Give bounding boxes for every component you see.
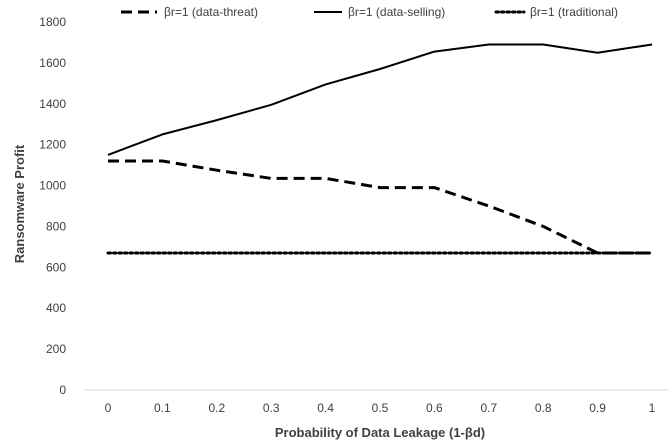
x-tick-label: 0.3 — [263, 401, 280, 415]
y-tick-label: 600 — [46, 260, 66, 274]
x-tick-label: 0.6 — [426, 401, 443, 415]
x-tick-label: 0.7 — [480, 401, 497, 415]
legend: βr=1 (data-threat) βr=1 (data-selling) βr=… — [121, 5, 618, 19]
tick-labels: 0 200 400 600 800 1000 1200 1400 1600 1800 0 0.1 0.2… — [39, 15, 655, 415]
legend-item-solid: βr=1 (data-selling) — [314, 5, 445, 19]
y-tick-label: 1800 — [39, 15, 66, 29]
y-tick-label: 1200 — [39, 138, 66, 152]
legend-item-dotted: βr=1 (traditional) — [494, 5, 618, 19]
x-tick-label: 0.9 — [589, 401, 606, 415]
x-tick-label: 0 — [105, 401, 112, 415]
y-tick-label: 1000 — [39, 179, 66, 193]
x-tick-label: 0.4 — [317, 401, 334, 415]
x-tick-label: 0.1 — [154, 401, 171, 415]
legend-item-dashed: βr=1 (data-threat) — [121, 5, 258, 19]
y-tick-label: 400 — [46, 301, 66, 315]
y-tick-label: 1600 — [39, 56, 66, 70]
x-tick-label: 0.5 — [372, 401, 389, 415]
x-tick-label: 1 — [649, 401, 656, 415]
y-tick-label: 200 — [46, 342, 66, 356]
series-line-dashed — [108, 159, 652, 255]
y-tick-label: 1400 — [39, 97, 66, 111]
y-tick-label: 800 — [46, 219, 66, 233]
series-group — [106, 43, 654, 255]
legend-label: βr=1 (traditional) — [530, 5, 618, 19]
y-axis-title: Ransomware Profit — [12, 144, 27, 263]
series-line-solid — [107, 43, 653, 156]
x-tick-label: 0.2 — [208, 401, 225, 415]
legend-label: βr=1 (data-selling) — [348, 5, 445, 19]
x-tick-label: 0.8 — [535, 401, 552, 415]
x-axis-title: Probability of Data Leakage (1-βd) — [275, 425, 485, 440]
y-tick-label: 0 — [59, 383, 66, 397]
legend-label: βr=1 (data-threat) — [164, 5, 258, 19]
